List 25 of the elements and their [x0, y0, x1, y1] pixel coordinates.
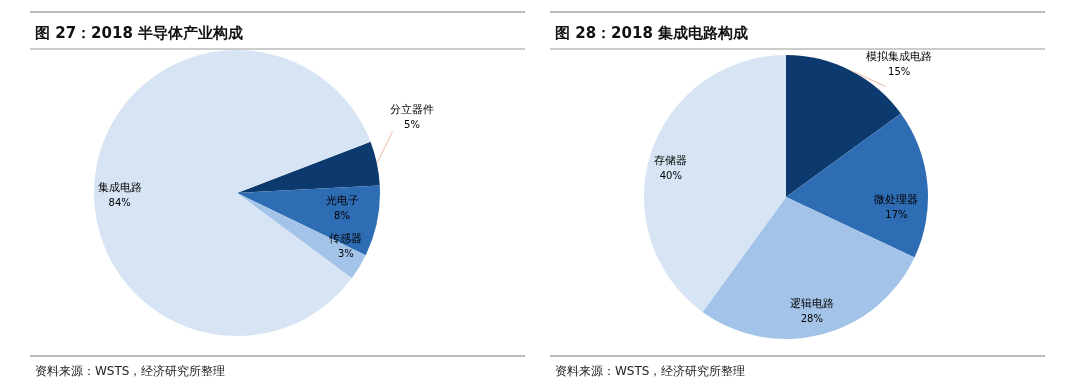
data-label: 8%: [334, 209, 350, 221]
pie-slice: [237, 141, 380, 193]
slice-label: 存储器: [654, 154, 688, 168]
slice-label: 模拟集成电路: [866, 50, 933, 64]
data-label: 5%: [404, 119, 420, 131]
text: 资料来源：WSTS，经济研究所整理: [35, 364, 226, 378]
pie-slice: [786, 113, 928, 258]
data-label: 40%: [659, 170, 682, 182]
slice-label: 微处理器: [874, 192, 919, 206]
chart-title: 图 28：2018 集成电路构成: [555, 24, 749, 42]
slice-label: 逻辑电路: [789, 297, 834, 311]
pie-slice: [237, 185, 380, 256]
data-label: 17%: [885, 208, 908, 220]
slice-label: 集成电路: [97, 181, 142, 194]
pie-slice: [237, 193, 366, 279]
slice-label: 光电子: [325, 193, 359, 207]
data-label: 84%: [108, 197, 131, 208]
data-label: 28%: [800, 313, 823, 325]
slice-label: 分立器件: [390, 103, 435, 117]
data-label: 3%: [337, 247, 354, 259]
pie-slice: [94, 50, 371, 336]
chart-title: 图 27：2018 半导体产业构成: [35, 24, 244, 42]
pie-slice: [644, 55, 786, 312]
text: 资料来源：WSTS，经济研究所整理: [555, 364, 746, 378]
data-label: 15%: [888, 66, 911, 78]
